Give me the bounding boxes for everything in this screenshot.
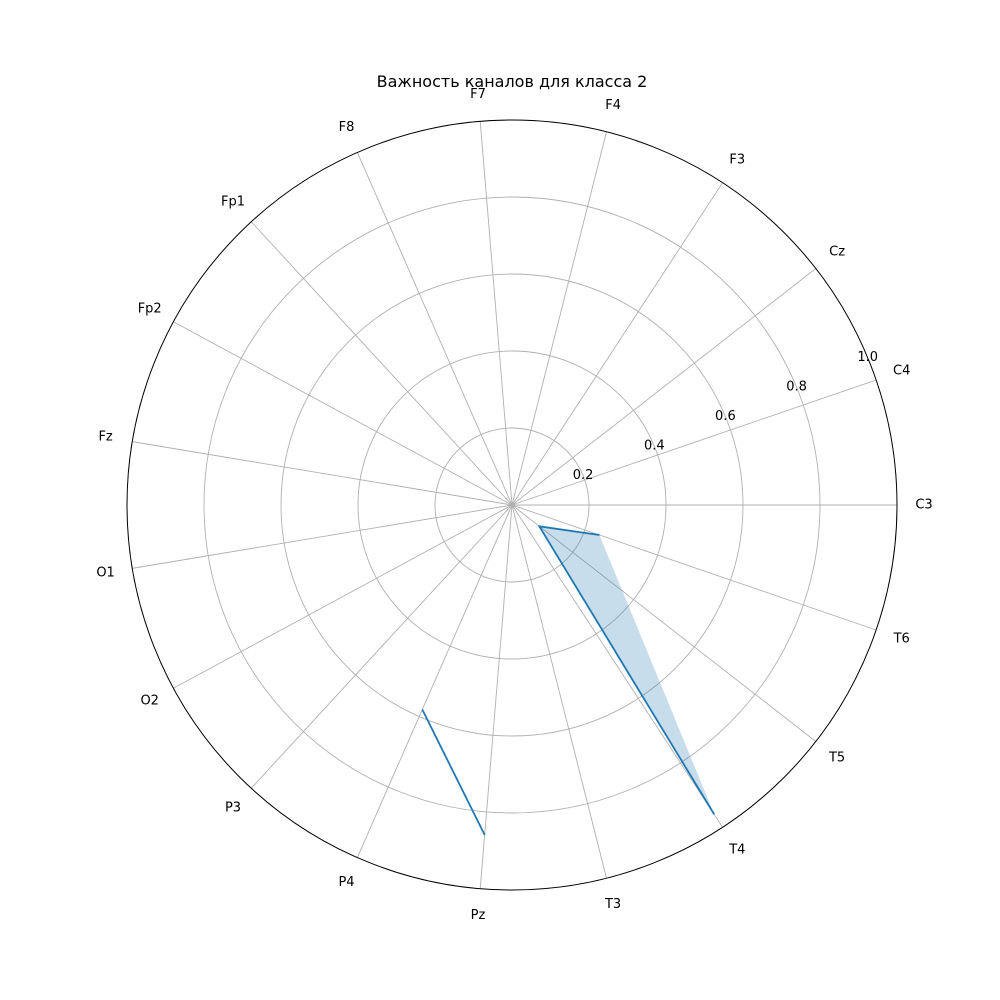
channel-label: T5: [828, 751, 845, 766]
radial-tick-label: 1.0: [857, 350, 878, 365]
grid-spoke: [511, 182, 723, 506]
channel-label: C3: [915, 498, 932, 513]
grid-spoke: [356, 152, 513, 506]
channel-label: T6: [893, 631, 910, 646]
channel-label: Fz: [98, 430, 112, 445]
radial-tick-label: 0.2: [573, 468, 594, 483]
grid-spoke: [511, 379, 877, 506]
radial-tick-labels: 0.2 0.4 0.6 0.8 1.0: [573, 350, 878, 483]
grid-spoke: [173, 321, 513, 506]
grid-spoke: [250, 504, 513, 789]
channel-label: P4: [338, 875, 354, 890]
channel-label: Cz: [829, 244, 845, 259]
channel-label: F8: [339, 120, 355, 135]
radial-tick-label: 0.6: [715, 409, 736, 424]
grid-spoke: [511, 504, 723, 828]
series-layer: [421, 525, 715, 836]
angular-grid: [132, 121, 897, 889]
grid-spoke: [511, 131, 607, 506]
channel-labels: C3 C4 Cz F3 F4 F7 F8 Fp1 Fp2 Fz O1 O2 P3 P4 Pz T3 T4 T5 T6: [96, 87, 932, 923]
grid-spoke: [173, 504, 513, 689]
grid-spoke: [479, 504, 513, 889]
channel-label: F3: [729, 153, 745, 168]
channel-label: F7: [470, 87, 486, 102]
series-line: [421, 709, 486, 836]
grid-spoke: [132, 504, 513, 569]
grid-spoke: [250, 221, 513, 506]
channel-label: Pz: [471, 908, 486, 923]
grid-spoke: [511, 504, 817, 742]
channel-label: Fp1: [221, 194, 245, 209]
channel-label: O1: [96, 565, 115, 580]
channel-label: Fp2: [138, 301, 162, 316]
channel-label: F4: [605, 98, 621, 113]
grid-spoke: [511, 268, 817, 506]
channel-label: T3: [604, 897, 621, 912]
grid-spoke: [356, 504, 513, 858]
grid-spoke: [132, 441, 513, 506]
channel-label: O2: [140, 694, 159, 709]
radial-tick-label: 0.4: [644, 439, 665, 454]
chart-title: Важность каналов для класса 2: [377, 72, 648, 91]
series-line: [537, 525, 715, 815]
channel-label: P3: [225, 801, 241, 816]
grid-spoke: [479, 121, 513, 506]
channel-label: T4: [728, 842, 745, 857]
radial-tick-label: 0.8: [786, 380, 807, 395]
outer-ring: [126, 119, 898, 891]
grid-spoke: [511, 504, 877, 631]
channel-label: C4: [893, 364, 910, 379]
grid-spoke: [511, 504, 607, 879]
